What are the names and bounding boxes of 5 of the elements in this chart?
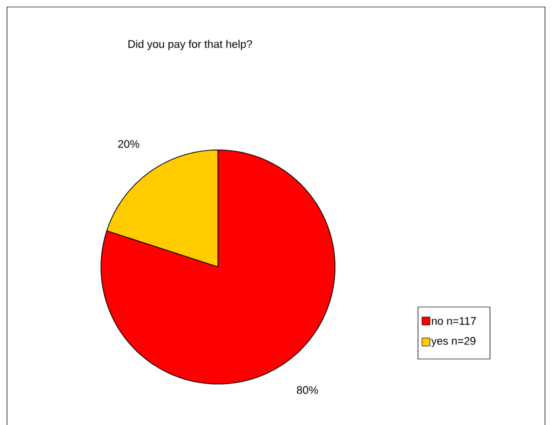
data-label: 20% [118,140,140,148]
legend-label: no n=117 [432,317,476,325]
chart-title: Did you pay for that help? [128,40,252,50]
data-label: 80% [296,386,318,394]
legend-label: yes n=29 [431,336,476,347]
